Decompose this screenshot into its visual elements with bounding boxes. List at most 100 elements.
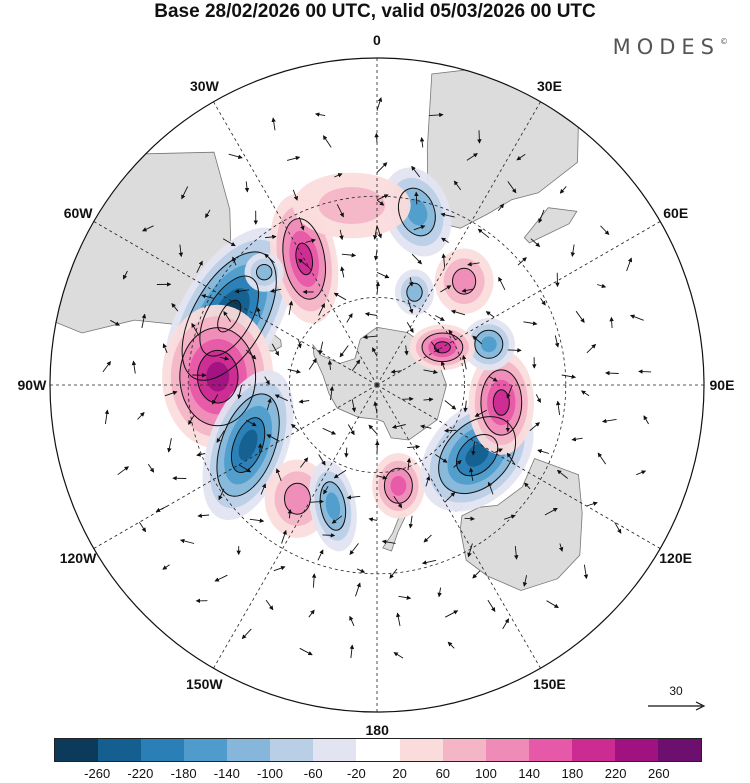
wind-vector-arrow [368, 424, 378, 435]
colorbar-tick-labels: -260 -220 -180 -140 -100 -60 -20 20 60 100 140 180 2… [54, 766, 702, 782]
wind-vector-arrow [368, 517, 378, 522]
anomaly-contour [492, 389, 510, 416]
wind-vector-arrow [423, 369, 438, 375]
wind-vector-arrow [435, 315, 445, 321]
colorbar-tick-label: 100 [475, 766, 497, 781]
wind-vector-arrow [498, 276, 506, 291]
meridian-line [376, 384, 541, 669]
wind-vector-arrow [292, 189, 298, 201]
longitude-label: 150W [186, 675, 223, 692]
colorbar-tick-label: -100 [256, 766, 284, 781]
longitude-label: 120E [659, 549, 692, 566]
graticule [50, 58, 704, 712]
wind-vector-arrow [270, 288, 282, 293]
anomaly-contour [295, 242, 314, 276]
wind-vector-arrow [122, 270, 128, 280]
wind-vector-arrow [535, 394, 541, 404]
wind-vector-arrow [228, 153, 243, 159]
meridian-line [93, 221, 378, 386]
wind-vector-arrow [244, 181, 250, 193]
wind-vector-arrow [376, 225, 382, 239]
wind-vector-arrow [629, 314, 644, 321]
anomaly-contour [319, 481, 347, 531]
wind-vector-arrow [537, 449, 550, 454]
wind-vector-arrow [212, 394, 219, 405]
wind-vector-arrow [453, 180, 462, 191]
wind-vector-arrow [570, 244, 576, 257]
wind-vector-arrow [477, 130, 482, 144]
wind-vector-arrow [601, 418, 617, 424]
wind-vector-arrow [444, 428, 456, 433]
wind-vector-arrow [191, 322, 200, 336]
anomaly-contour [452, 267, 477, 295]
wind-vector-arrow [540, 298, 546, 306]
longitude-label: 180 [365, 722, 389, 738]
colorbar-tick-label: -260 [84, 766, 111, 781]
wind-vector-arrow [522, 575, 528, 587]
wind-vector-arrow [580, 390, 590, 397]
wind-vector-arrow [287, 368, 301, 374]
wind-vector-arrow [638, 369, 652, 374]
anomaly-contour [480, 369, 523, 436]
wind-vector-arrow [298, 216, 305, 231]
wind-vector-arrow [376, 162, 388, 173]
wind-vector-arrow [147, 463, 155, 473]
wind-vector-arrow [141, 313, 147, 329]
wind-vector-arrow [356, 568, 366, 573]
wind-vector-arrow [275, 468, 282, 481]
anomaly-band [325, 492, 341, 520]
wind-vector-arrow [341, 252, 357, 258]
wind-vector-arrow [131, 360, 137, 374]
wind-vector-arrow [413, 225, 426, 231]
wind-vector-arrow [444, 400, 457, 410]
wind-vector-arrow [450, 309, 466, 316]
wind-vector-arrow [626, 257, 633, 272]
wind-vector-arrow [201, 294, 214, 299]
wind-vector-arrow [393, 496, 403, 509]
colorbar-tick-label: 260 [647, 766, 670, 781]
wind-vector-arrow [223, 310, 231, 323]
wind-vector-arrow [461, 354, 467, 370]
wind-vector-arrow [464, 516, 475, 521]
wind-vector-arrow [461, 288, 473, 293]
wind-vector-arrow [288, 300, 294, 315]
wind-vector-arrow [110, 319, 120, 326]
wind-vector-arrow [506, 452, 516, 465]
wind-vector-arrow [411, 253, 423, 265]
colorbar-tick-label: 180 [561, 766, 584, 781]
wind-vector-arrow [372, 347, 378, 357]
meridian-line [93, 384, 378, 549]
wind-vector-arrow [333, 469, 347, 479]
wind-vector-arrow [298, 258, 310, 269]
wind-vector-arrow [286, 155, 301, 161]
wind-vector-arrow [318, 341, 324, 355]
wind-vector-arrow [137, 411, 145, 420]
anomaly-contour [179, 327, 257, 427]
longitude-label: 120W [59, 549, 97, 566]
colorbar-tick-label: -220 [127, 766, 154, 781]
wind-vector-arrow [155, 505, 168, 512]
wind-vector-arrow [441, 253, 446, 268]
wind-vector-arrow [419, 137, 425, 148]
colorbar-segment [528, 739, 572, 761]
anomaly-contour [196, 349, 239, 404]
wind-vector-arrow [575, 310, 585, 324]
wind-vector-arrow [102, 360, 111, 373]
wind-vectors [102, 97, 652, 659]
wind-vector-arrow [299, 647, 313, 656]
wind-vector-arrow [238, 464, 252, 473]
colorbar-segment [98, 739, 142, 761]
wind-vector-arrow [502, 618, 509, 630]
wind-vector-arrow [448, 329, 456, 340]
meridian-line [376, 221, 661, 386]
wind-vector-arrow [529, 422, 540, 432]
wind-vector-arrow [523, 321, 538, 326]
wind-vector-arrow [333, 292, 347, 301]
wind-vector-arrow [425, 475, 431, 487]
wind-vector-arrow [346, 313, 353, 323]
wind-vector-arrow [583, 564, 589, 580]
wind-vector-arrow [507, 348, 522, 353]
australia-land [459, 457, 583, 591]
wind-vector-arrow [401, 396, 414, 402]
